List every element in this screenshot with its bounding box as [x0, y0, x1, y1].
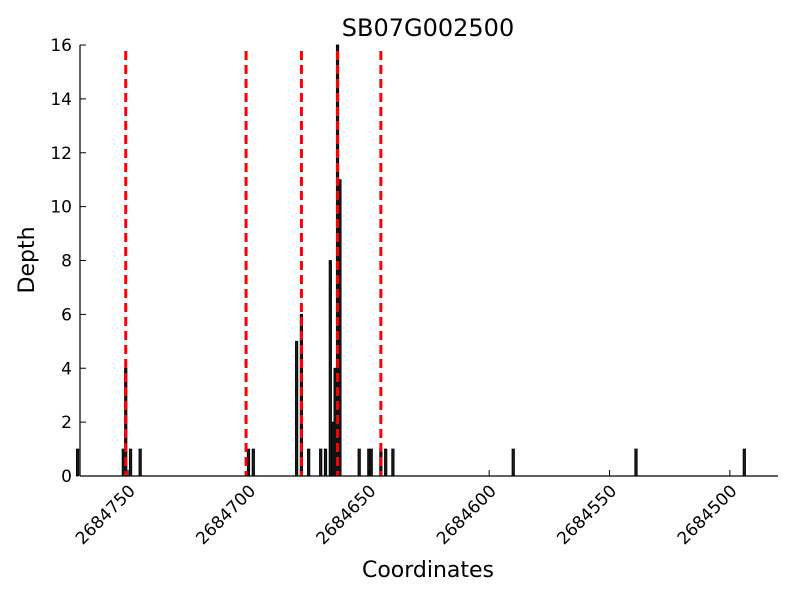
bar-25	[742, 448, 746, 477]
bar-0	[75, 448, 80, 477]
marker-lines	[124, 51, 383, 476]
bar-16	[338, 179, 342, 477]
x-tick-label-2: 2684650	[313, 481, 381, 549]
x-tick-label-3: 2684600	[433, 481, 501, 549]
y-tick-label-1: 2	[61, 413, 72, 433]
bar-6	[251, 448, 255, 477]
y-tick-label-5: 10	[50, 198, 72, 218]
bar-23	[511, 448, 515, 477]
chart-title: SB07G002500	[342, 14, 514, 42]
y-tick-label-3: 6	[61, 305, 72, 325]
bar-series	[75, 44, 746, 477]
x-tick-label-1: 2684700	[192, 481, 260, 549]
y-axis-ticks: 0 2 4 6 8 10 12 14 16	[50, 36, 86, 487]
bar-3	[128, 448, 133, 477]
bar-9	[307, 448, 311, 477]
bar-17	[357, 448, 361, 477]
y-axis-label: Depth	[15, 226, 40, 293]
bar-4	[138, 448, 142, 477]
y-tick-label-6: 12	[50, 144, 72, 164]
y-tick-label-8: 16	[50, 36, 72, 56]
bar-10	[319, 448, 323, 477]
bar-21	[384, 448, 388, 477]
bar-7	[295, 340, 299, 477]
y-tick-label-0: 0	[61, 467, 72, 487]
bar-22	[391, 448, 395, 477]
x-tick-label-5: 2684500	[674, 481, 742, 549]
x-axis-ticks: 2684750 2684700 2684650 2684600 2684550 26845…	[72, 470, 741, 549]
bar-24	[634, 448, 638, 477]
x-tick-label-4: 2684550	[553, 481, 621, 549]
y-tick-label-4: 8	[61, 252, 72, 272]
y-tick-label-7: 14	[50, 90, 72, 110]
x-axis-label: Coordinates	[362, 558, 494, 583]
axes	[79, 45, 778, 477]
bar-11	[323, 448, 328, 477]
x-tick-label-0: 2684750	[72, 481, 140, 549]
y-tick-label-2: 4	[61, 359, 72, 379]
bar-19	[369, 448, 373, 477]
